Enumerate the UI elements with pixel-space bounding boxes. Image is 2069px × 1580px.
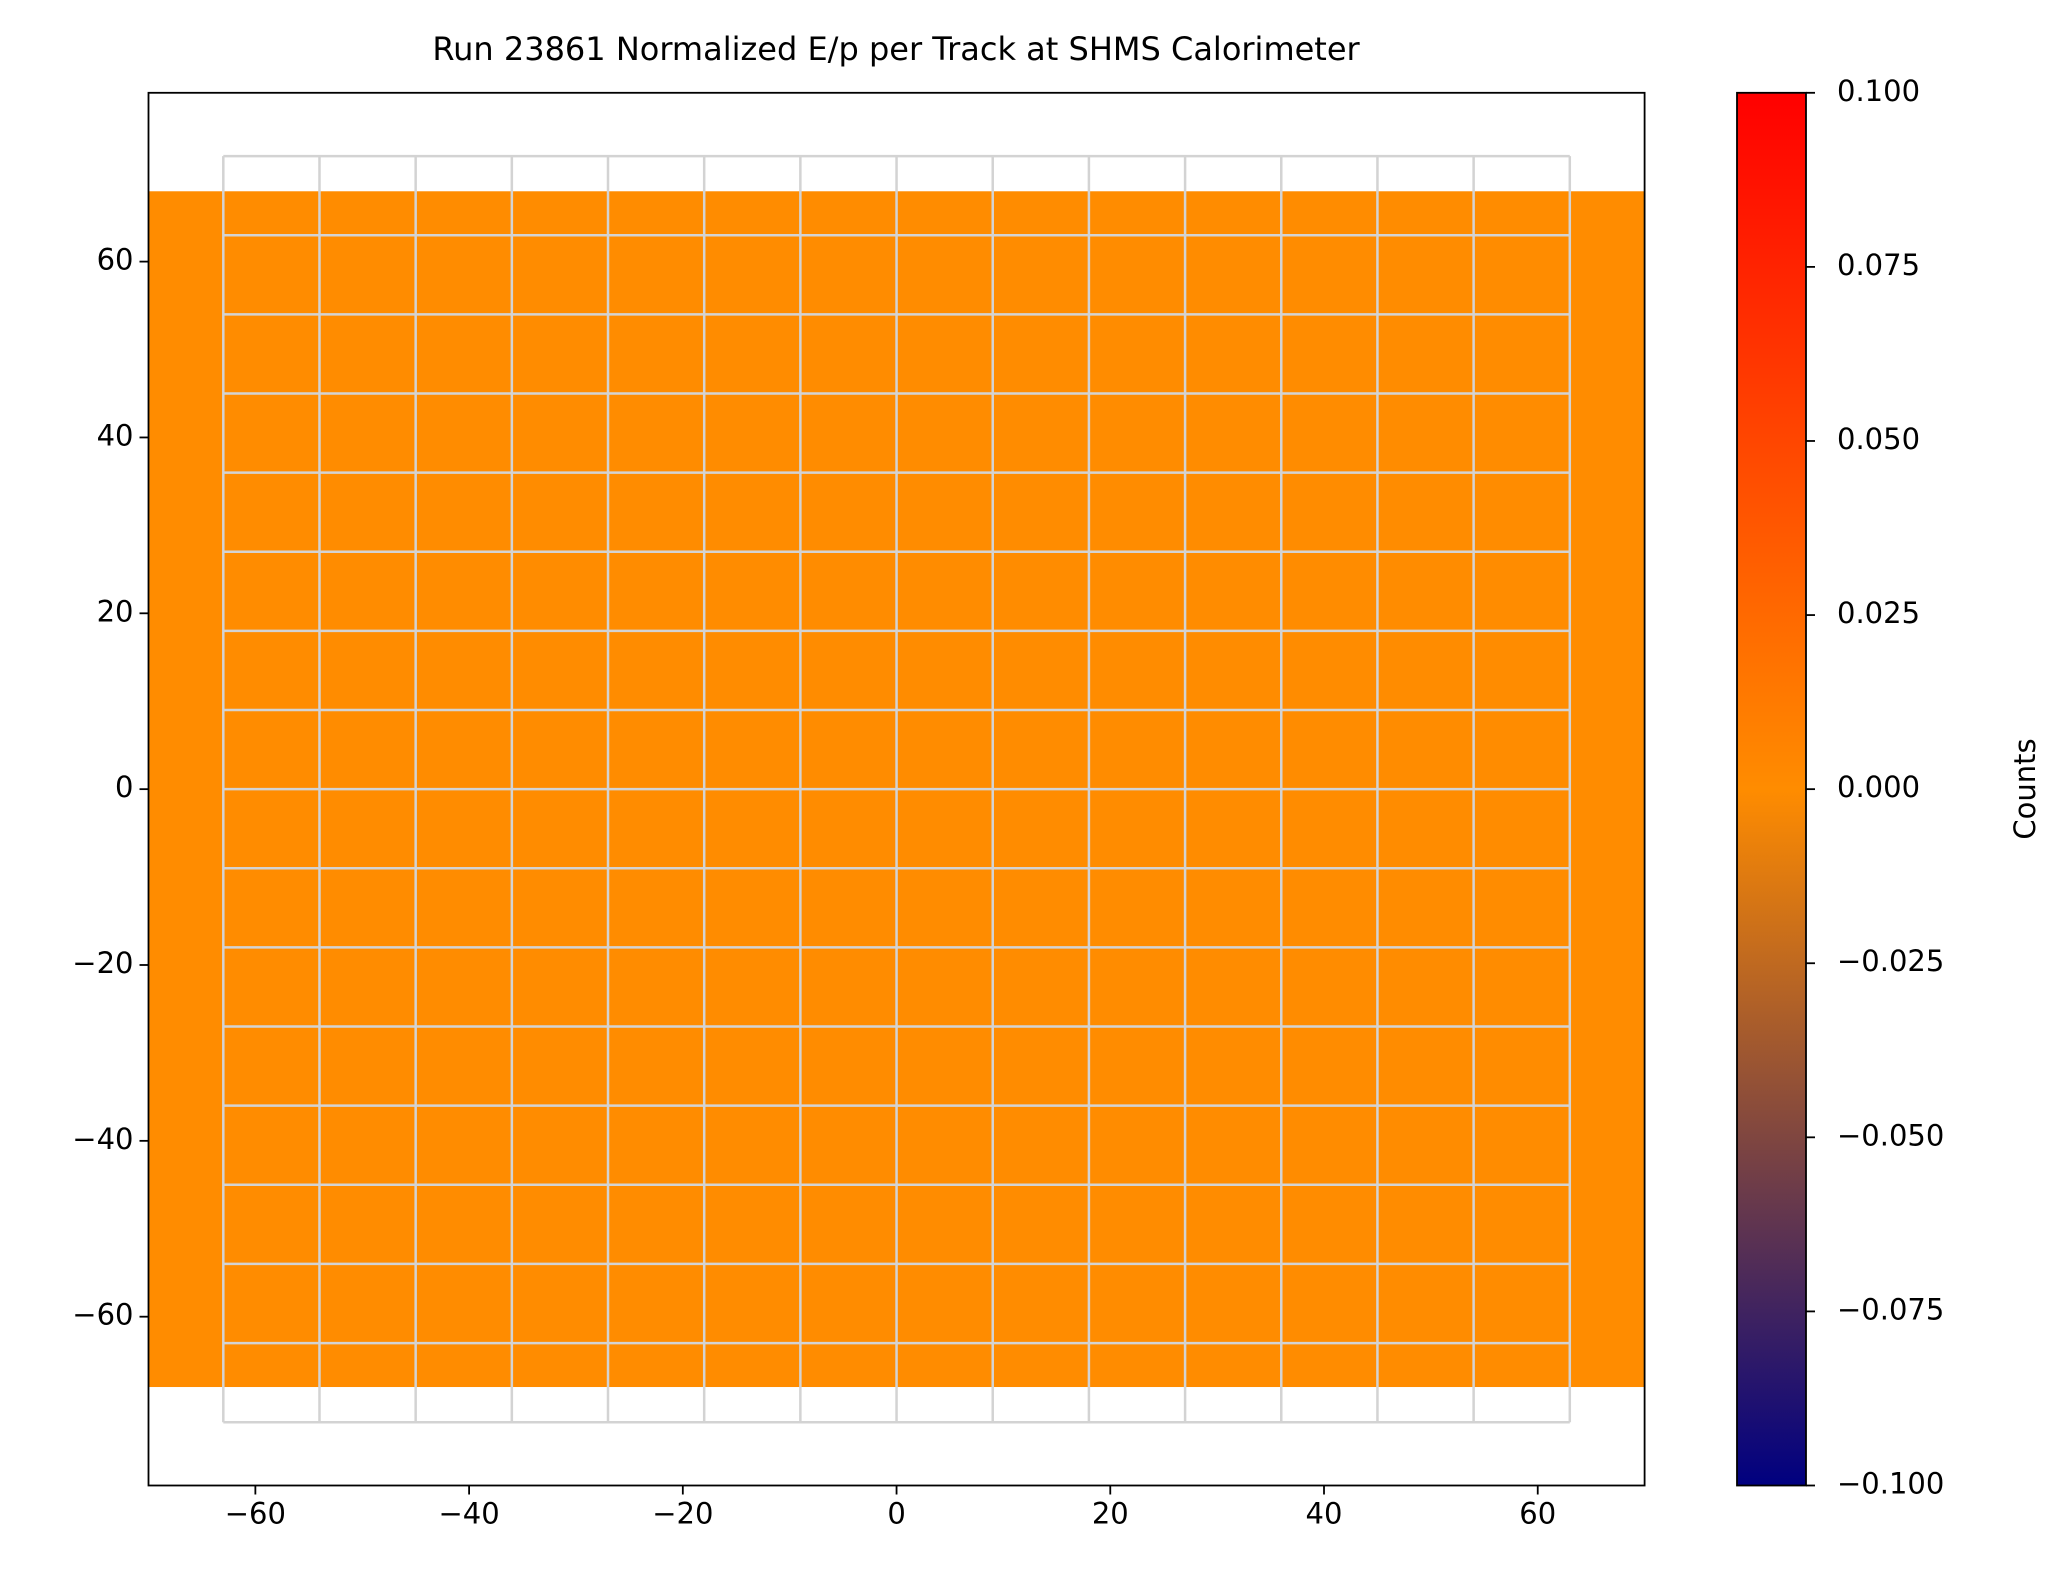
y-tick-label: −40 bbox=[72, 1122, 133, 1156]
colorbar-tick-label: −0.075 bbox=[1837, 1292, 1944, 1326]
x-tick-label: 40 bbox=[1306, 1497, 1343, 1531]
colorbar-tick-label: 0.000 bbox=[1837, 770, 1920, 804]
y-tick-label: −20 bbox=[72, 946, 133, 980]
colorbar-tick-label: 0.050 bbox=[1837, 422, 1920, 456]
colorbar-tick-label: 0.075 bbox=[1837, 248, 1920, 282]
y-tick-label: −60 bbox=[72, 1298, 133, 1332]
y-tick-label: 20 bbox=[97, 594, 134, 628]
colorbar-tick-label: 0.025 bbox=[1837, 596, 1920, 630]
colorbar-tick-label: −0.050 bbox=[1837, 1118, 1944, 1152]
x-tick-label: 20 bbox=[1092, 1497, 1129, 1531]
x-tick-label: −60 bbox=[225, 1497, 286, 1531]
y-tick-label: 40 bbox=[97, 418, 134, 452]
colorbar bbox=[1736, 91, 1807, 1487]
x-tick-label: 0 bbox=[887, 1497, 905, 1531]
x-tick-label: −20 bbox=[652, 1497, 713, 1531]
x-tick-label: 60 bbox=[1519, 1497, 1556, 1531]
colorbar-tick-label: 0.100 bbox=[1837, 74, 1920, 108]
colorbar-label: Counts bbox=[2008, 738, 2042, 839]
x-tick-label: −40 bbox=[438, 1497, 499, 1531]
colorbar-tick-label: −0.025 bbox=[1837, 944, 1944, 978]
y-tick-label: 0 bbox=[115, 770, 133, 804]
colorbar-tick-label: −0.100 bbox=[1837, 1467, 1944, 1501]
y-tick-label: 60 bbox=[97, 243, 134, 277]
chart-title: Run 23861 Normalized E/p per Track at SH… bbox=[432, 30, 1360, 68]
